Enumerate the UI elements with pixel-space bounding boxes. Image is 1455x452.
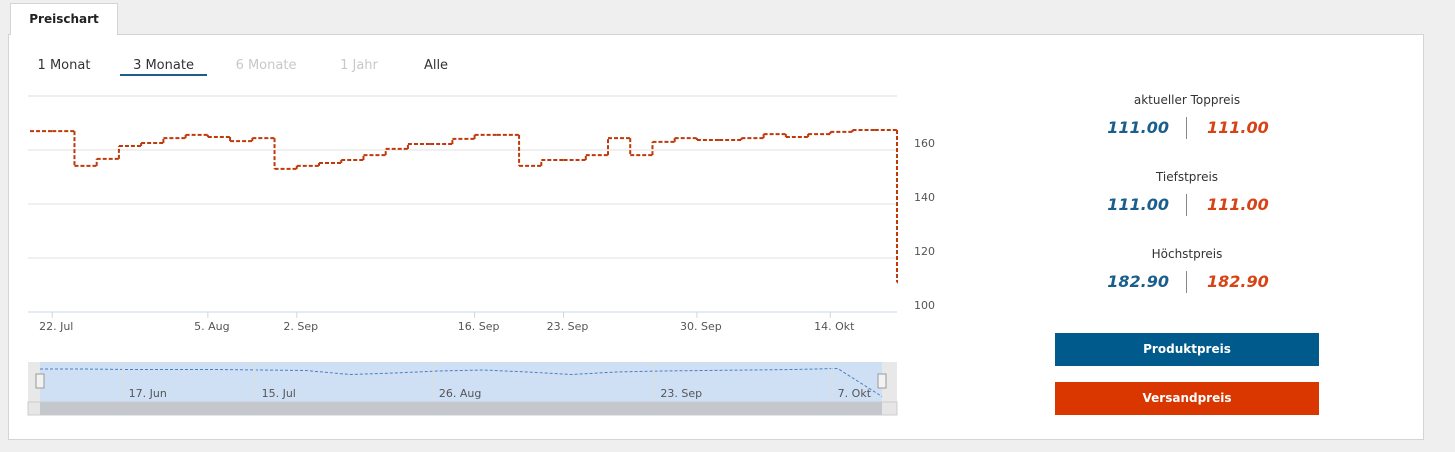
- y-tick-label: 120: [914, 245, 935, 258]
- x-tick-label: 30. Sep: [680, 320, 722, 333]
- divider: [1186, 117, 1187, 139]
- divider: [1186, 271, 1187, 293]
- product-price-button[interactable]: Produktpreis: [1055, 333, 1319, 366]
- y-tick-label: 140: [914, 191, 935, 204]
- range-button[interactable]: Alle: [423, 58, 449, 73]
- navigator-label: 26. Aug: [439, 387, 481, 400]
- x-tick-label: 22. Jul: [39, 320, 73, 333]
- navigator-label: 7. Okt: [838, 387, 872, 400]
- range-button: 1 Jahr: [340, 58, 378, 73]
- shipping-price: 111.00: [1207, 195, 1269, 214]
- shipping-price: 182.90: [1207, 272, 1269, 291]
- navigator-handle[interactable]: [35, 373, 45, 389]
- x-tick-label: 16. Sep: [458, 320, 500, 333]
- navigator-selection: [40, 362, 882, 402]
- tab[interactable]: Preischart: [10, 3, 118, 35]
- x-tick-label: 14. Okt: [814, 320, 855, 333]
- shipping-price: 111.00: [1207, 118, 1269, 137]
- stat-label: Tiefstpreis: [1155, 170, 1219, 184]
- product-price: 111.00: [1107, 118, 1169, 137]
- range-button[interactable]: 3 Monate: [120, 58, 207, 76]
- navigator-label: 17. Jun: [129, 387, 167, 400]
- stat-label: Höchstpreis: [1151, 247, 1223, 261]
- range-button: 6 Monate: [235, 58, 297, 73]
- stat-label: aktueller Toppreis: [1133, 93, 1241, 107]
- y-tick-label: 100: [914, 299, 935, 312]
- product-price: 111.00: [1107, 195, 1169, 214]
- y-tick-label: 160: [914, 137, 935, 150]
- range-button[interactable]: 1 Monat: [37, 58, 91, 73]
- navigator-label: 23. Sep: [660, 387, 702, 400]
- product-price: 182.90: [1107, 272, 1169, 291]
- x-tick-label: 5. Aug: [194, 320, 229, 333]
- navigator-line: [40, 367, 883, 397]
- divider: [1186, 194, 1187, 216]
- x-tick-label: 23. Sep: [547, 320, 589, 333]
- navigator-label: 15. Jul: [262, 387, 296, 400]
- x-tick-label: 2. Sep: [283, 320, 318, 333]
- scrollbar-thumb[interactable]: [40, 402, 882, 415]
- shipping-price-button[interactable]: Versandpreis: [1055, 382, 1319, 415]
- navigator-handle[interactable]: [877, 373, 887, 389]
- chart: 100 120 140 160 22. Jul 5. Aug 2. Sep 16. Sep 23…: [27, 95, 935, 416]
